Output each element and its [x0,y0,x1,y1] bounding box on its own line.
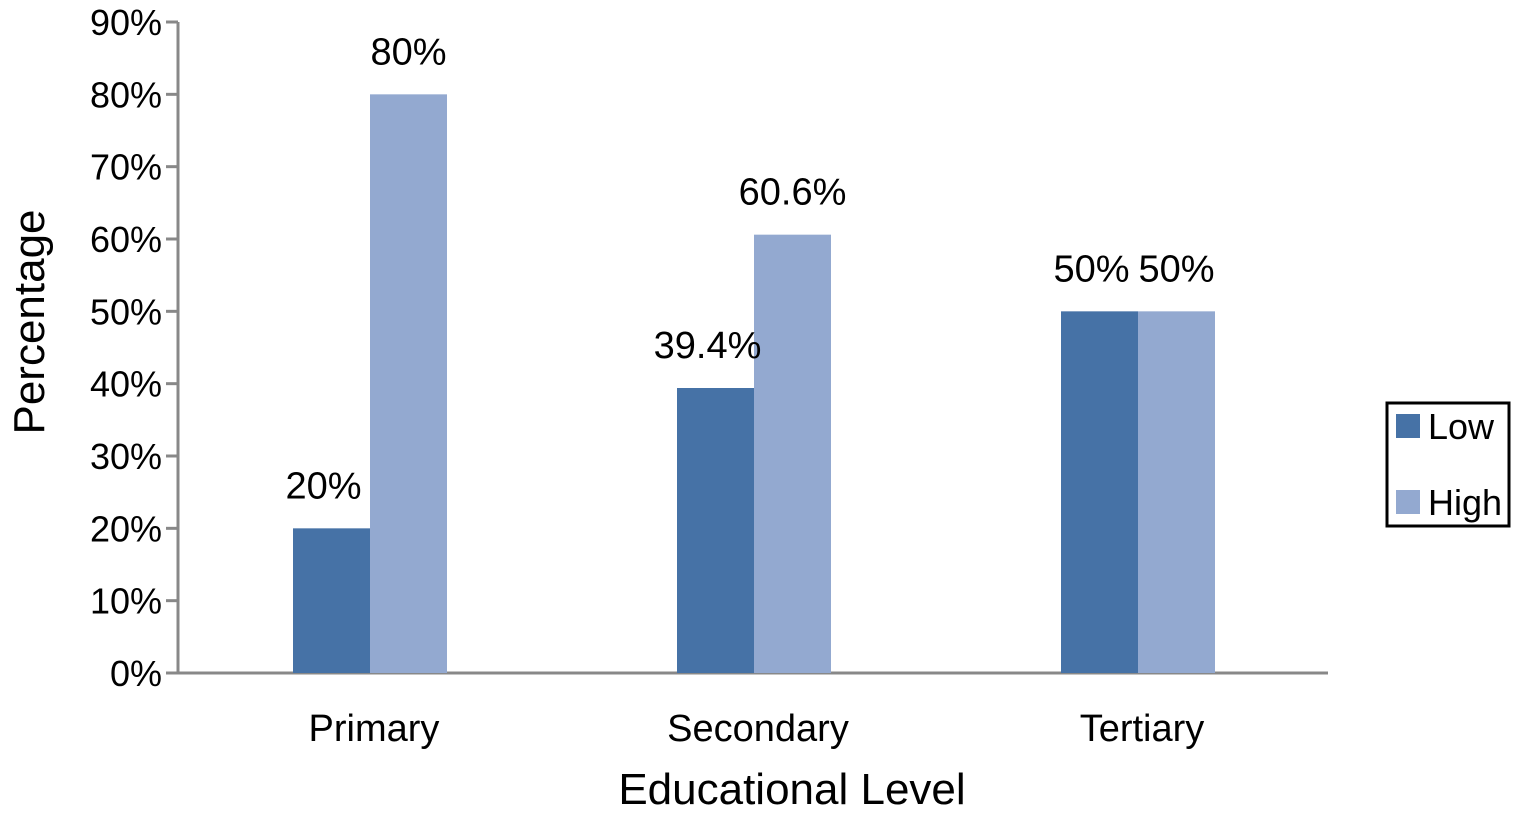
legend-label-low: Low [1428,406,1495,447]
y-axis-title: Percentage [5,209,54,434]
x-axis-title: Educational Level [618,765,965,814]
data-label-high-primary: 80% [370,31,446,73]
bar-low-primary [293,528,370,673]
data-label-low-primary: 20% [285,465,361,507]
data-label-low-secondary: 39.4% [654,325,762,367]
y-tick-label: 80% [90,74,162,115]
legend-swatch-low [1396,414,1420,438]
x-tick-label: Secondary [667,708,849,750]
legend-label-high: High [1428,482,1502,523]
y-tick-label: 70% [90,147,162,188]
bar-high-primary [370,94,447,674]
bars [293,94,1215,674]
data-label-low-tertiary: 50% [1053,248,1129,290]
bar-high-secondary [754,234,831,673]
y-tick-label: 20% [90,508,162,549]
bar-high-tertiary [1138,311,1215,673]
y-tick-label: 50% [90,291,162,332]
x-tick-label: Tertiary [1080,708,1205,750]
x-tick-label: Primary [309,708,440,750]
y-tick-label: 10% [90,581,162,622]
data-labels: 20% 39.4% 50% 80% 60.6% 50% [285,31,1214,507]
y-axis: 0% 10% 20% 30% 40% 50% 60% 70% 80% 90% [90,2,180,694]
y-tick-label: 0% [110,653,162,694]
y-tick-label: 30% [90,436,162,477]
data-label-high-tertiary: 50% [1138,248,1214,290]
bar-low-secondary [677,388,754,673]
data-label-high-secondary: 60.6% [739,172,847,214]
bar-low-tertiary [1061,311,1138,673]
y-tick-label: 90% [90,2,162,43]
y-tick-label: 40% [90,364,162,405]
y-tick-label: 60% [90,219,162,260]
x-axis: Primary Secondary Tertiary [166,671,1328,750]
legend-swatch-high [1396,490,1420,514]
legend: Low High [1385,401,1511,528]
